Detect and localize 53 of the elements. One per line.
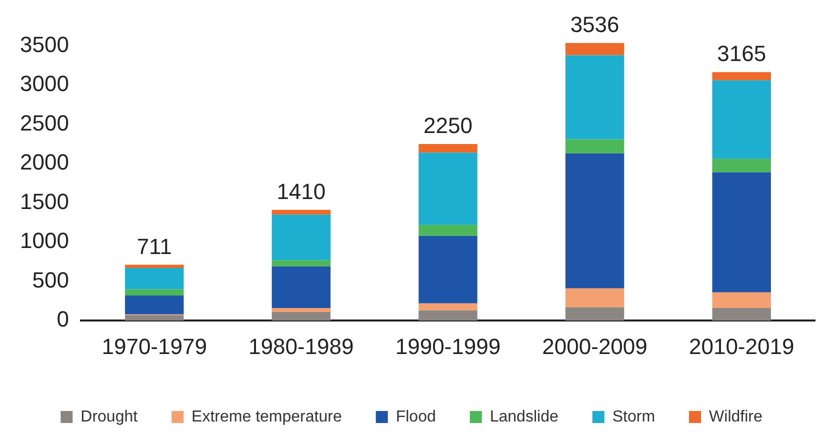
y-tick-label: 3000: [20, 71, 69, 96]
bar: [565, 139, 624, 154]
y-tick-label: 2000: [20, 150, 69, 175]
bar: [272, 260, 331, 266]
legend-label: Drought: [80, 408, 138, 426]
bar: [565, 55, 624, 140]
bar: [124, 268, 184, 290]
bar: [418, 303, 478, 310]
bar: [272, 266, 331, 308]
y-tick-label: 500: [32, 267, 69, 292]
total-label: 1410: [276, 178, 326, 204]
x-tick-label: 1980-1989: [248, 334, 354, 359]
y-tick-label: 2500: [20, 110, 69, 136]
legend-label: Storm: [612, 408, 656, 426]
bar: [565, 307, 624, 321]
bar: [712, 80, 771, 159]
bar: [565, 288, 624, 308]
x-tick-label: 1990-1999: [395, 334, 501, 359]
bar: [712, 72, 771, 80]
bar: [124, 315, 184, 321]
bar: [272, 214, 331, 260]
bar: [565, 43, 624, 56]
bar: [272, 308, 331, 312]
bar: [418, 152, 478, 225]
total-label: 3165: [717, 41, 766, 66]
legend-label: Wildfire: [709, 408, 762, 426]
bar: [418, 236, 478, 304]
bar: [124, 264, 184, 268]
bar: [418, 310, 478, 321]
bar: [565, 153, 624, 288]
bar: [272, 210, 331, 215]
bar: [418, 144, 478, 153]
x-tick-label: 2000-2009: [542, 334, 648, 359]
bar: [418, 224, 478, 236]
bar: [712, 292, 771, 308]
total-label: 2250: [423, 113, 472, 138]
bar: [712, 308, 771, 321]
bar: [712, 172, 771, 292]
bar: [712, 158, 771, 172]
total-label: 711: [136, 234, 172, 259]
y-tick-label: 1000: [20, 228, 69, 254]
bar: [124, 289, 184, 296]
bar: [124, 295, 184, 314]
legend-label: Extreme temperature: [192, 408, 342, 426]
legend-label: Landslide: [490, 408, 558, 426]
y-tick-label: 3500: [20, 32, 69, 57]
y-tick-label: 1500: [20, 188, 69, 214]
y-tick-label: 0: [56, 306, 69, 332]
x-tick-label: 2010-2019: [688, 334, 794, 359]
bar: [272, 312, 331, 321]
legend-label: Flood: [396, 408, 436, 426]
x-tick-label: 1970-1979: [102, 334, 207, 359]
total-label: 3536: [570, 12, 620, 38]
